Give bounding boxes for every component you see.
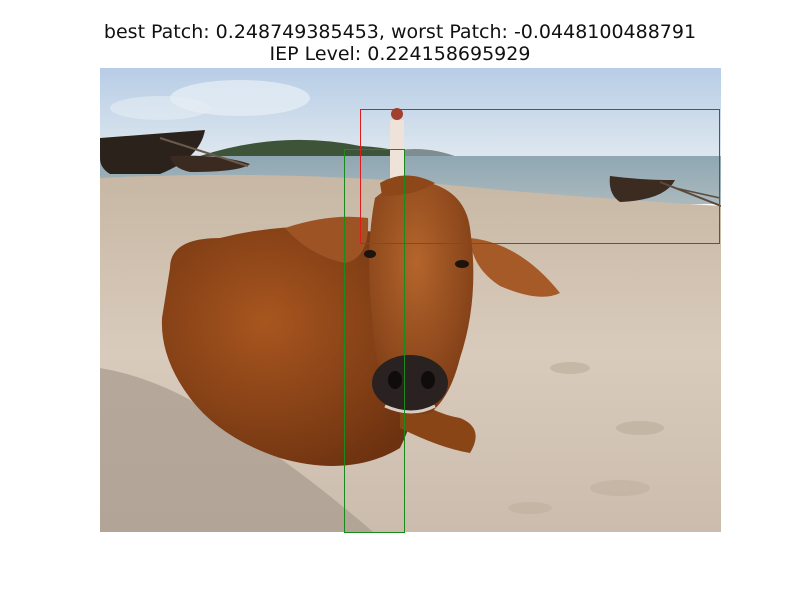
title-line-2: IEP Level: 0.224158695929 [269, 43, 531, 65]
cow-shadow [100, 368, 374, 532]
best-patch-box [344, 149, 405, 533]
cow-eye [455, 260, 469, 268]
cow-head [369, 181, 474, 415]
cloud [110, 96, 210, 120]
cow-body [161, 226, 423, 466]
worst-patch-box [360, 109, 720, 244]
photo-beach-cow [100, 68, 721, 532]
distant-headland [200, 139, 430, 160]
cow-ear-right [470, 238, 560, 297]
cow-muzzle [372, 355, 448, 411]
cow-eye [364, 250, 376, 258]
boat-right [609, 176, 675, 202]
person [390, 120, 404, 180]
title-line-1: best Patch: 0.248749385453, worst Patch:… [103, 21, 697, 43]
cow-ear-left [285, 216, 369, 263]
